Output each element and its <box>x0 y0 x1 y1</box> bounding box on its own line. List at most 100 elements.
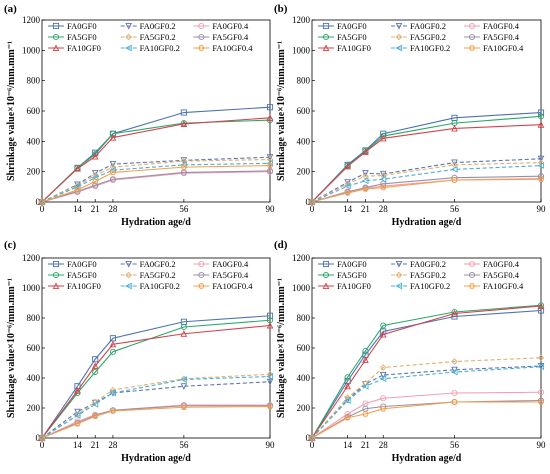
data-point <box>537 162 545 169</box>
data-point <box>180 330 188 337</box>
legend-label: FA10GF0.4 <box>483 281 524 291</box>
series-line-FA10GF0.4 <box>311 178 542 203</box>
data-point <box>380 184 387 191</box>
legend-label: FA10GF0 <box>67 43 101 53</box>
series-line-FA10GF0.2 <box>41 375 271 439</box>
y-tick-label: 1200 <box>292 253 311 263</box>
data-point <box>74 408 81 416</box>
legend-entry: FA0GF0.4 <box>464 21 520 31</box>
data-point <box>362 186 369 192</box>
legend-entry: FA10GF0 <box>48 43 101 53</box>
y-axis-label: Shrinkage value×10⁻⁶/mm.mm⁻¹ <box>6 278 17 418</box>
series-line-FA0GF0.4 <box>311 391 542 439</box>
data-point <box>198 22 205 30</box>
data-point <box>344 415 351 421</box>
x-tick-label: 14 <box>343 440 353 450</box>
legend-label: FA0GF0 <box>67 259 97 269</box>
data-point <box>537 113 545 120</box>
legend-entry: FA5GF0.4 <box>193 32 249 42</box>
data-point <box>74 165 81 172</box>
data-point <box>52 33 60 41</box>
x-tick-label: 0 <box>310 204 315 214</box>
x-tick-label: 14 <box>343 204 353 214</box>
y-axis-label: Shrinkage value×10⁻⁶/mm.mm⁻¹ <box>6 41 17 181</box>
data-point <box>395 22 403 30</box>
data-point <box>92 182 99 189</box>
data-point <box>395 282 403 290</box>
data-point <box>266 154 274 161</box>
data-point <box>451 309 458 317</box>
legend-entry: FA5GF0 <box>318 270 367 280</box>
legend-label: FA10GF0.2 <box>410 281 450 291</box>
legend-label: FA0GF0 <box>67 21 97 31</box>
series-line-FA5GF0 <box>41 319 271 439</box>
data-point <box>73 183 81 191</box>
data-point <box>52 282 60 290</box>
data-point <box>91 362 99 370</box>
legend-label: FA10GF0.4 <box>212 43 253 53</box>
legend-entry: FA5GF0 <box>48 270 97 280</box>
y-tick-label: 600 <box>297 106 311 116</box>
data-point <box>266 321 274 329</box>
data-point <box>451 124 458 132</box>
legend-entry: FA0GF0 <box>318 21 367 31</box>
data-point <box>380 364 387 371</box>
legend-entry: FA10GF0.4 <box>193 43 253 53</box>
legend-label: FA10GF0.2 <box>140 43 180 53</box>
legend-label: FA5GF0.2 <box>410 32 446 42</box>
legend-label: FA0GF0 <box>337 259 367 269</box>
y-tick-label: 400 <box>27 373 41 383</box>
legend-entry: FA10GF0 <box>318 281 371 291</box>
data-point <box>198 271 205 279</box>
data-point <box>344 180 351 188</box>
data-point <box>344 190 351 196</box>
series-line-FA5GF0.2 <box>41 158 271 203</box>
data-point <box>362 172 369 180</box>
y-tick-label: 1200 <box>292 15 311 25</box>
data-point <box>180 402 187 409</box>
data-point <box>180 169 187 176</box>
legend-entry: FA10GF0.2 <box>391 43 450 53</box>
x-tick-label: 0 <box>40 204 45 214</box>
y-tick-label: 800 <box>27 313 41 323</box>
x-tick-label: 21 <box>91 440 100 450</box>
data-point <box>266 312 274 319</box>
legend-label: FA10GF0.4 <box>212 281 253 291</box>
data-point <box>395 260 403 268</box>
legend-label: FA5GF0 <box>337 32 367 42</box>
x-tick-label: 0 <box>40 440 45 450</box>
chart-panel-0: (a) 0 14 21 28 56 90 0 200 400 600 800 1000 1200 Hydra… <box>4 3 275 228</box>
data-point <box>180 375 188 382</box>
data-point <box>92 413 99 419</box>
data-point <box>537 363 545 371</box>
data-point <box>266 378 274 386</box>
series-line-FA0GF0 <box>41 315 271 439</box>
x-tick-label: 21 <box>361 204 370 214</box>
y-axis-label: Shrinkage value×10⁻⁶/mm.mm⁻¹ <box>276 278 287 418</box>
data-point <box>125 282 132 290</box>
y-tick-label: 600 <box>27 343 41 353</box>
data-point <box>109 389 116 397</box>
legend-label: FA10GF0 <box>337 281 371 291</box>
legend-entry: FA5GF0.2 <box>120 270 176 280</box>
data-point <box>451 161 458 169</box>
legend-entry: FA5GF0.2 <box>391 32 446 42</box>
data-point <box>322 271 330 279</box>
legend-entry: FA0GF0 <box>48 259 97 269</box>
y-tick-label: 800 <box>297 313 311 323</box>
series-line-FA5GF0.2 <box>311 162 542 203</box>
x-tick-label: 28 <box>108 204 118 214</box>
legend-entry: FA10GF0.2 <box>120 43 180 53</box>
data-point <box>379 371 387 379</box>
legend-label: FA0GF0.4 <box>483 259 520 269</box>
data-point <box>180 323 187 331</box>
data-point <box>344 397 351 404</box>
legend-entry: FA5GF0.2 <box>120 32 176 42</box>
data-point <box>344 374 351 381</box>
data-point <box>91 400 99 408</box>
legend-entry: FA10GF0.2 <box>391 281 450 291</box>
legend-label: FA0GF0.4 <box>212 21 249 31</box>
data-point <box>198 283 205 289</box>
data-point <box>395 33 403 41</box>
y-tick-label: 1000 <box>22 45 41 55</box>
